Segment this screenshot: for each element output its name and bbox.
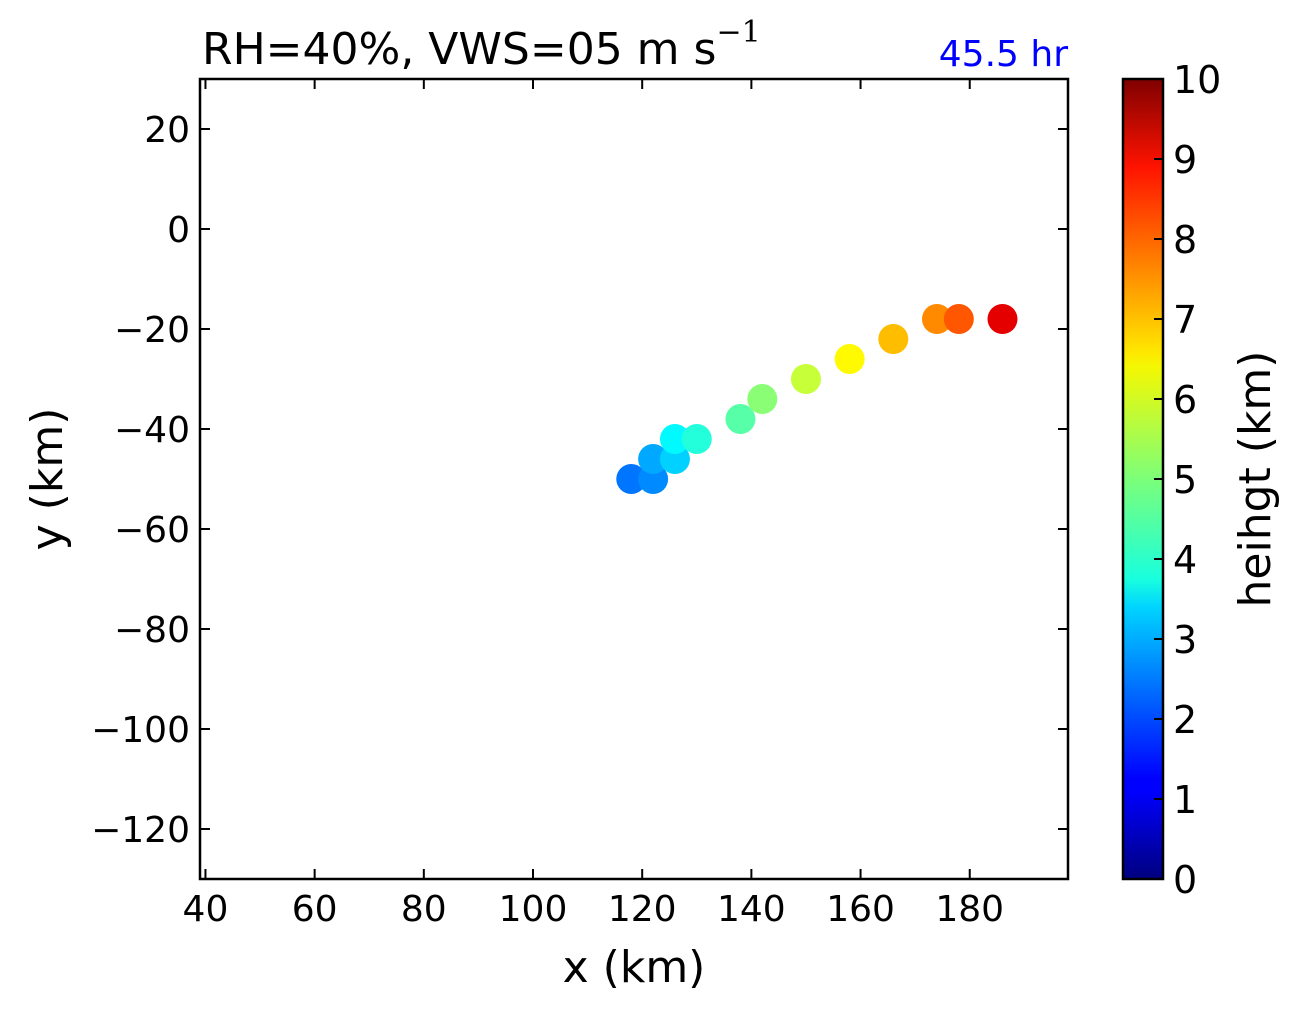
colorbar-tick-label: 6 — [1173, 378, 1197, 422]
chart-title-main: RH=40%, VWS=05 m s — [202, 24, 716, 75]
scatter-point — [987, 304, 1018, 334]
scatter-point — [638, 444, 669, 474]
colorbar-label: heihgt (km) — [1230, 351, 1281, 608]
colorbar-tick-label: 9 — [1173, 138, 1197, 182]
scatter-point — [747, 384, 778, 414]
colorbar-tick-label: 5 — [1173, 458, 1197, 502]
x-tick-label: 60 — [292, 889, 338, 930]
colorbar-ticks: 0 1 2 3 4 5 6 7 8 9 10 — [1154, 58, 1221, 902]
colorbar-tick-label: 1 — [1173, 778, 1197, 822]
y-tick-label: −80 — [114, 610, 190, 651]
x-tick-label: 100 — [499, 889, 568, 930]
scatter-point — [725, 404, 756, 434]
y-tick-label: −60 — [114, 510, 190, 551]
y-tick-label: −20 — [114, 310, 190, 351]
colorbar-tick-label: 3 — [1173, 618, 1197, 662]
plot-area — [200, 79, 1068, 879]
x-tick-label: 120 — [608, 889, 677, 930]
colorbar-tick-label: 7 — [1173, 298, 1197, 342]
colorbar-tick-label: 10 — [1173, 58, 1221, 102]
x-axis-label: x (km) — [563, 942, 706, 993]
x-tick-label: 160 — [826, 889, 895, 930]
scatter-point — [834, 344, 865, 374]
y-axis-label: y (km) — [22, 408, 73, 551]
scatter-point — [878, 324, 909, 354]
x-tick-label: 80 — [401, 889, 447, 930]
y-tick-label: −40 — [114, 410, 190, 451]
chart-title-superscript: −1 — [716, 15, 760, 50]
time-label: 45.5 hr — [939, 34, 1068, 75]
scatter-point — [659, 424, 690, 454]
scatter-point — [921, 304, 952, 334]
colorbar-tick-label: 2 — [1173, 698, 1197, 742]
colorbar-tick-label: 4 — [1173, 538, 1197, 582]
scatter-point — [943, 304, 974, 334]
x-tick-label: 140 — [717, 889, 786, 930]
scatter-point — [681, 424, 712, 454]
y-tick-label: 20 — [144, 110, 190, 151]
scatter-point — [790, 364, 821, 394]
y-tick-label: −120 — [91, 810, 190, 851]
scatter-point — [616, 464, 647, 494]
colorbar-tick-label: 0 — [1173, 858, 1197, 902]
colorbar-tick-label: 8 — [1173, 218, 1197, 262]
x-tick-label: 40 — [183, 889, 229, 930]
chart-title: RH=40%, VWS=05 m s−1 — [202, 15, 761, 75]
y-tick-label: −100 — [91, 710, 190, 751]
y-tick-label: 0 — [167, 210, 190, 251]
x-tick-label: 180 — [935, 889, 1004, 930]
plot-frame — [198, 77, 1070, 881]
